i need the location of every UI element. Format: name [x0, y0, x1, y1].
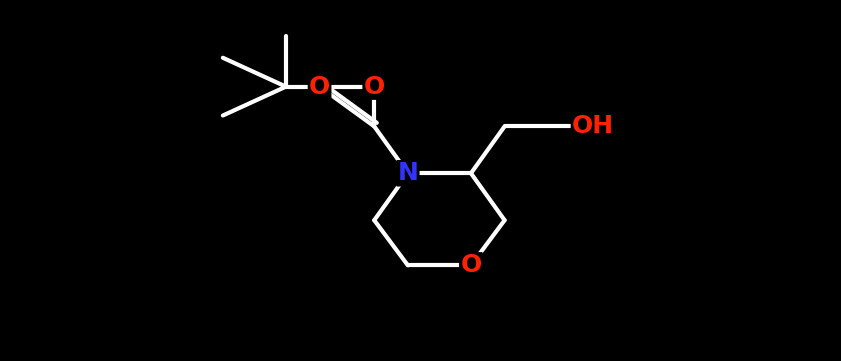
Text: N: N [398, 161, 418, 185]
Text: O: O [460, 253, 482, 277]
Text: O: O [309, 75, 331, 99]
Text: O: O [363, 75, 385, 99]
Text: OH: OH [572, 114, 614, 138]
